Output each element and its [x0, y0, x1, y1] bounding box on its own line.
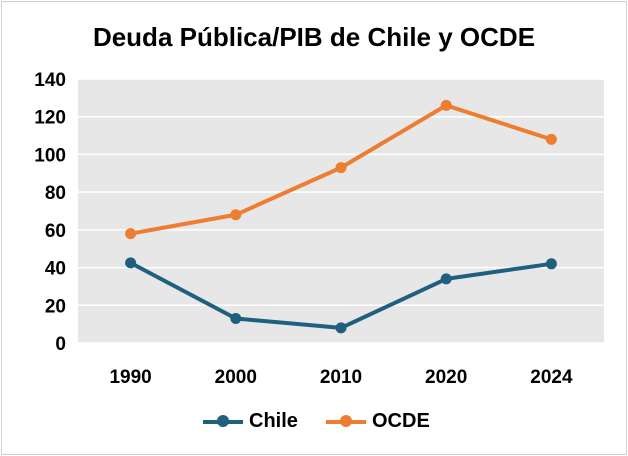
legend-label-ocde: OCDE — [372, 409, 430, 432]
legend-item-ocde: OCDE — [326, 406, 430, 436]
data-point-ocde — [545, 133, 557, 145]
legend-item-chile: Chile — [203, 406, 298, 436]
legend-marker-ocde — [326, 414, 366, 428]
x-tick-label: 2010 — [320, 367, 362, 388]
data-point-chile — [545, 258, 557, 270]
y-tick-label: 40 — [45, 259, 66, 280]
x-tick-label: 2000 — [215, 367, 257, 388]
chart-plot: 0 20 40 60 80 100 120 140 1990 2000 2010 2020 2024 — [34, 70, 604, 388]
x-tick-label: 1990 — [109, 367, 151, 388]
chart-legend: Chile OCDE — [0, 406, 628, 436]
legend-marker-chile — [203, 414, 243, 428]
data-point-chile — [440, 273, 452, 285]
data-point-ocde — [440, 99, 452, 111]
y-tick-label: 100 — [34, 145, 66, 166]
x-tick-label: 2020 — [425, 367, 467, 388]
data-point-chile — [335, 322, 347, 334]
y-tick-label: 80 — [45, 183, 66, 204]
y-tick-label: 0 — [55, 334, 66, 355]
y-tick-label: 140 — [34, 70, 66, 91]
data-point-ocde — [230, 209, 242, 221]
y-tick-label: 60 — [45, 221, 66, 242]
data-point-ocde — [335, 162, 347, 174]
data-point-ocde — [125, 228, 137, 240]
plot-area — [78, 79, 604, 343]
x-tick-label: 2024 — [530, 367, 573, 388]
data-point-chile — [125, 257, 137, 269]
chart-title: Deuda Pública/PIB de Chile y OCDE — [92, 22, 536, 52]
data-point-chile — [230, 312, 242, 324]
y-tick-label: 120 — [34, 108, 66, 129]
y-tick-label: 20 — [45, 296, 66, 317]
legend-label-chile: Chile — [249, 409, 298, 432]
